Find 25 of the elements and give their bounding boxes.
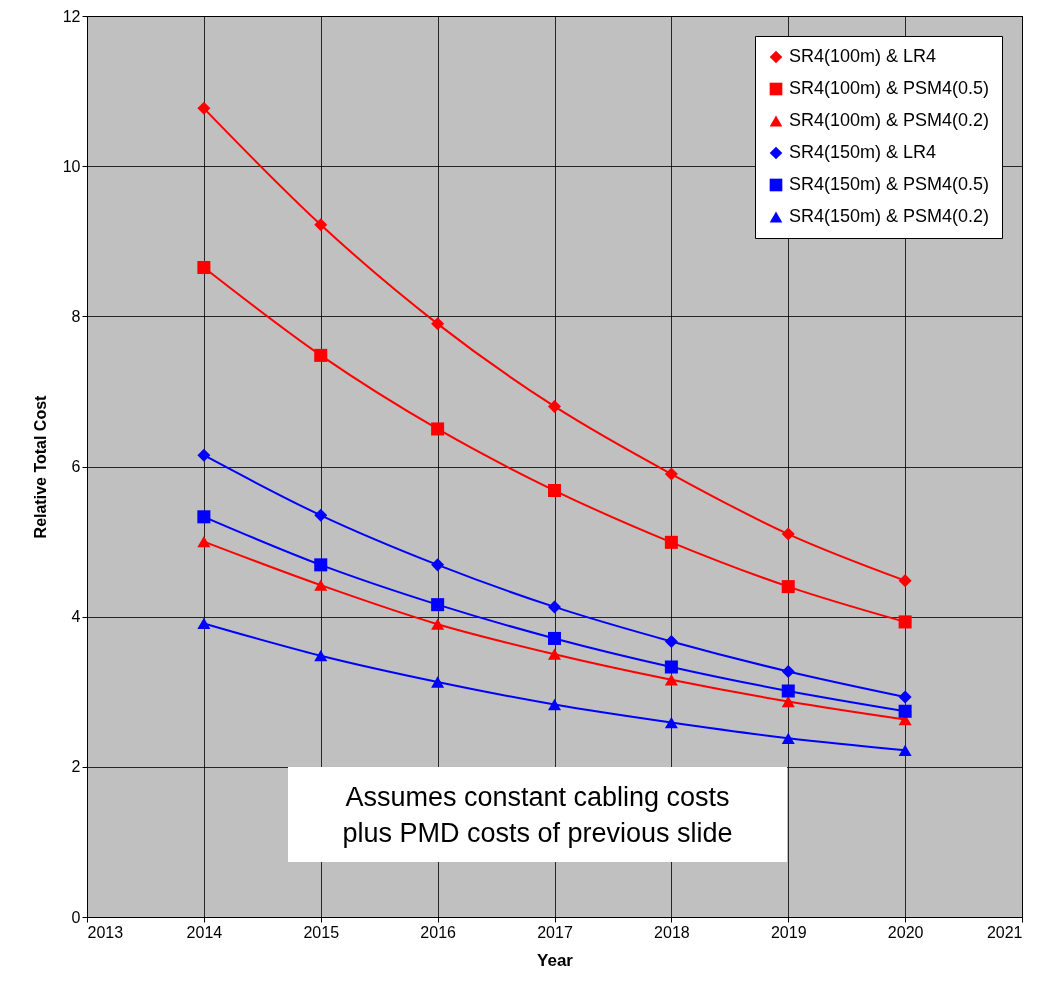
x-axis-title: Year: [537, 950, 574, 970]
y-tick-label: 4: [71, 608, 81, 626]
legend-label: SR4(150m) & LR4: [789, 142, 937, 162]
x-tick-label: 2020: [887, 923, 924, 941]
y-tick-label: 12: [62, 7, 81, 25]
legend-label: SR4(100m) & PSM4(0.5): [789, 78, 990, 98]
y-tick-label: 10: [62, 157, 81, 175]
x-tick-label: 2019: [770, 923, 807, 941]
legend-label: SR4(100m) & PSM4(0.2): [789, 110, 990, 130]
legend-label: SR4(150m) & PSM4(0.5): [789, 174, 990, 194]
legend-label: SR4(100m) & LR4: [789, 46, 937, 66]
x-tick-label: 2018: [654, 923, 690, 941]
x-tick-label: 2015: [303, 923, 340, 941]
y-tick-label: 8: [71, 307, 81, 325]
x-tick-label: 2016: [420, 923, 457, 941]
y-tick-label: 6: [71, 458, 81, 475]
y-tick-label: 0: [71, 908, 81, 926]
y-axis-title: Relative Total Cost: [31, 394, 49, 539]
x-tick-label: 2021: [986, 923, 1023, 941]
note-box: Assumes constant cabling costs plus PMD costs of previous slide: [288, 767, 787, 862]
y-tick-label: 2: [71, 758, 81, 776]
x-tick-label: 2013: [87, 923, 124, 941]
legend-label: SR4(150m) & PSM4(0.2): [789, 206, 990, 226]
x-tick-label: 2014: [186, 923, 223, 941]
x-tick-label: 2017: [537, 923, 573, 941]
